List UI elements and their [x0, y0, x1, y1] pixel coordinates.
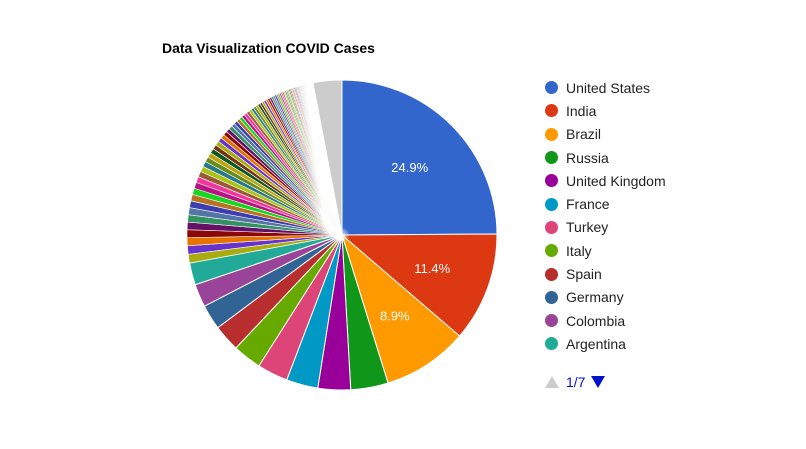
legend-label: Brazil [566, 126, 602, 143]
legend-swatch-icon [545, 220, 558, 234]
legend-item[interactable]: United States [545, 76, 666, 99]
legend-swatch-icon [545, 127, 558, 141]
legend-item[interactable]: United Kingdom [545, 169, 666, 192]
legend-item[interactable]: Spain [545, 262, 666, 285]
legend-swatch-icon [545, 290, 558, 304]
slice-percent-label: 11.4% [414, 261, 450, 276]
legend-item[interactable]: Italy [545, 239, 666, 262]
legend-label: Italy [566, 242, 592, 259]
legend-item[interactable]: India [545, 99, 666, 122]
pie-labels: 24.9% 11.4% 8.9% [380, 160, 451, 323]
legend-swatch-icon [545, 314, 558, 328]
slice-percent-label: 24.9% [391, 160, 428, 175]
legend-pager: 1/7 [545, 374, 606, 390]
legend-item[interactable]: Russia [545, 146, 666, 169]
page-next-icon[interactable] [591, 376, 606, 388]
legend: United States India Brazil Russia United Kin… [545, 76, 666, 356]
legend-swatch-icon [545, 151, 558, 165]
legend-label: Turkey [566, 219, 609, 236]
pie-slices[interactable] [186, 79, 498, 391]
legend-label: Russia [566, 149, 609, 166]
legend-swatch-icon [545, 174, 558, 188]
legend-label: United Kingdom [566, 172, 666, 189]
legend-label: India [566, 102, 597, 119]
legend-swatch-icon [545, 267, 558, 281]
legend-label: Germany [566, 289, 624, 306]
legend-label: United States [566, 79, 651, 96]
page-indicator: 1/7 [566, 374, 586, 390]
legend-item[interactable]: Colombia [545, 309, 666, 332]
legend-label: Colombia [566, 312, 626, 329]
legend-item[interactable]: Argentina [545, 332, 666, 355]
legend-item[interactable]: Germany [545, 286, 666, 309]
page-previous-icon[interactable] [545, 376, 559, 388]
legend-item[interactable]: Brazil [545, 123, 666, 146]
legend-label: Spain [566, 266, 602, 283]
legend-swatch-icon [545, 197, 558, 211]
slice-percent-label: 8.9% [380, 308, 410, 323]
chart-title: Data Visualization COVID Cases [162, 40, 375, 56]
legend-label: France [566, 196, 610, 213]
legend-swatch-icon [545, 337, 558, 351]
legend-swatch-icon [545, 244, 558, 258]
legend-label: Argentina [566, 335, 626, 352]
legend-item[interactable]: Turkey [545, 216, 666, 239]
legend-swatch-icon [545, 104, 558, 118]
legend-swatch-icon [545, 81, 558, 95]
legend-item[interactable]: France [545, 192, 666, 215]
pie-center-highlight [187, 80, 497, 390]
